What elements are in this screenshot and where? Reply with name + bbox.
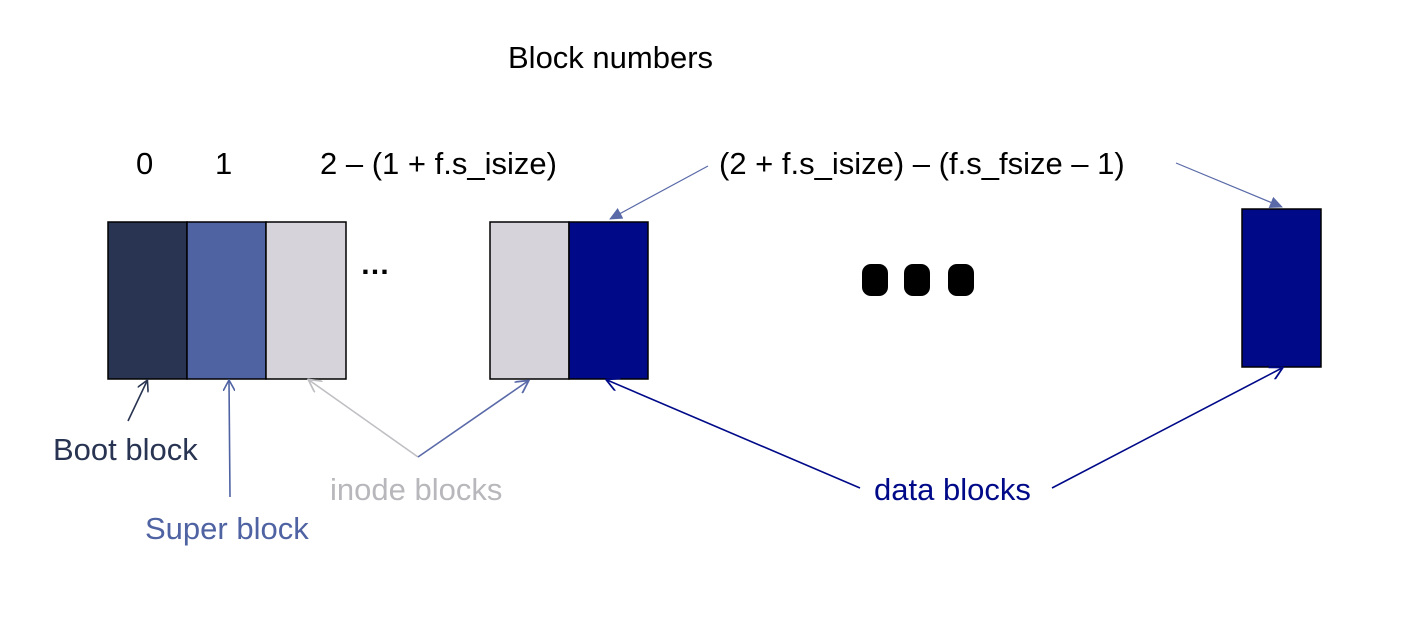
block-number-boot: 0 bbox=[136, 146, 154, 181]
inode-block-first bbox=[265, 221, 347, 380]
ellipsis-dot-1 bbox=[862, 264, 888, 296]
boot-block-arrow bbox=[127, 381, 147, 422]
inode-blocks-label: inode blocks bbox=[330, 472, 503, 507]
block-number-inode-range: 2 – (1 + f.s_isize) bbox=[320, 146, 557, 181]
data-range-pointer-right bbox=[1175, 162, 1283, 208]
inode-blocks-arrow-left bbox=[309, 380, 419, 458]
inode-blocks-arrow-right bbox=[417, 381, 528, 458]
data-blocks-label: data blocks bbox=[874, 472, 1031, 507]
data-blocks-arrow-right bbox=[1051, 368, 1282, 489]
ellipsis-dot-2 bbox=[904, 264, 930, 296]
block-number-data-range: (2 + f.s_isize) – (f.s_fsize – 1) bbox=[719, 146, 1125, 181]
inode-block-last bbox=[489, 221, 570, 380]
ellipsis-dot-3 bbox=[948, 264, 974, 296]
data-range-pointer-left bbox=[609, 165, 709, 220]
data-block-first bbox=[568, 221, 649, 380]
data-block-last bbox=[1241, 208, 1322, 368]
ellipsis-small: … bbox=[360, 248, 390, 281]
boot-block bbox=[107, 221, 188, 380]
boot-block-label: Boot block bbox=[53, 432, 198, 467]
block-number-super: 1 bbox=[215, 146, 233, 181]
super-block-label: Super block bbox=[145, 511, 309, 546]
data-blocks-arrow-left bbox=[607, 380, 861, 489]
super-block-arrow bbox=[229, 381, 230, 498]
diagram-title: Block numbers bbox=[508, 40, 714, 75]
super-block bbox=[186, 221, 267, 380]
